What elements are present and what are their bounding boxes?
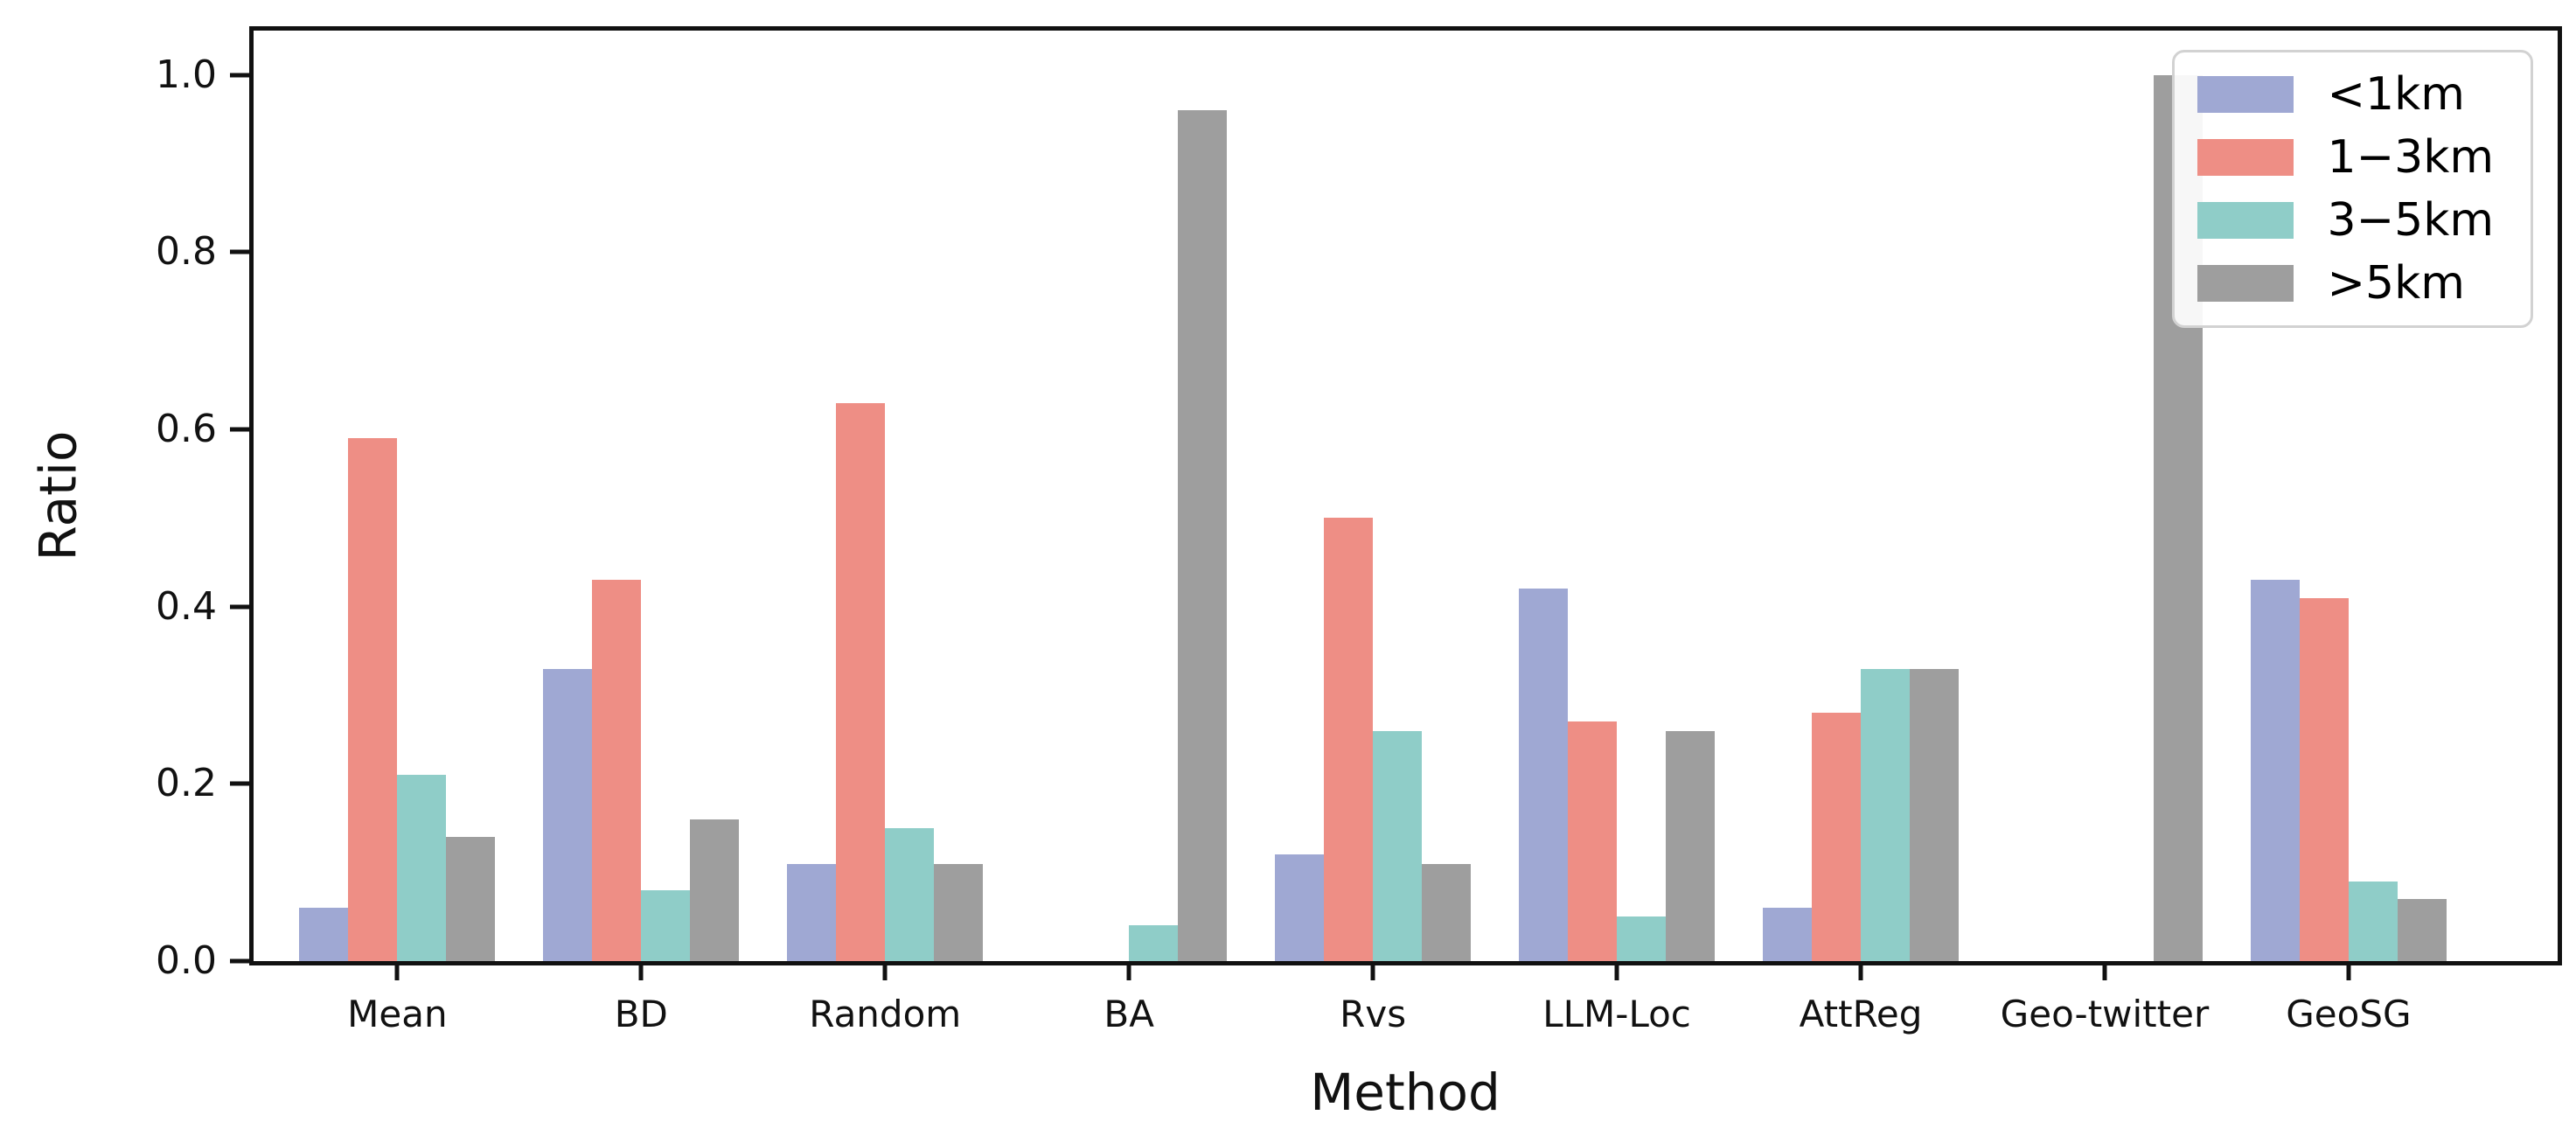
y-tick-label: 0.8 [156,229,217,275]
y-tick-mark [230,781,249,786]
legend-row: 1−3km [2197,135,2494,180]
legend-row: >5km [2197,261,2494,306]
legend-swatch-icon [2197,76,2294,113]
bar-group-Random [787,31,984,961]
bar-group-LLM-Loc [1519,31,1716,961]
x-tick-mark [1370,961,1375,980]
legend-swatch-icon [2197,202,2294,239]
x-tick-mark [638,961,644,980]
bar-BA->5km [1178,110,1228,961]
legend-label: 1−3km [2327,131,2494,184]
x-tick-label-AttReg: AttReg [1799,993,1923,1035]
bar-AttReg-3−5km [1861,668,1911,961]
y-tick-mark [230,249,249,254]
x-axis-label: Method [1310,1063,1500,1122]
y-tick-mark [230,427,249,432]
bar-Mean-3−5km [397,775,447,961]
bar-LLM-Loc-<1km [1519,589,1569,961]
bar-group-AttReg [1763,31,1960,961]
y-tick-mark [230,604,249,610]
bar-Rvs-3−5km [1373,730,1423,961]
y-tick-label: 1.0 [156,52,217,97]
bar-BA-3−5km [1129,925,1179,961]
bar-group-BA [1031,31,1228,961]
bar-GeoSG-1−3km [2299,597,2349,961]
x-tick-mark [2102,961,2107,980]
bar-Random-1−3km [836,402,886,961]
bar-GeoSG-<1km [2250,580,2300,961]
x-tick-mark [394,961,400,980]
bar-BD->5km [690,819,740,961]
y-tick-mark [230,73,249,78]
legend-label: >5km [2327,257,2465,310]
legend-label: 3−5km [2327,194,2494,247]
bar-BD-3−5km [641,889,691,961]
bar-Random-<1km [787,863,837,961]
legend-swatch-icon [2197,265,2294,302]
x-tick-label-Geo-twitter: Geo-twitter [2000,993,2210,1035]
x-tick-mark [1858,961,1863,980]
y-tick-mark [230,958,249,964]
y-tick-label: 0.2 [156,761,217,806]
bar-group-Mean [299,31,496,961]
legend-swatch-icon [2197,139,2294,176]
bar-Rvs->5km [1422,863,1472,961]
bar-Random-3−5km [885,828,935,961]
bar-LLM-Loc-3−5km [1617,916,1667,961]
x-tick-mark [1126,961,1131,980]
x-tick-label-Rvs: Rvs [1340,993,1407,1035]
bar-GeoSG->5km [2397,899,2447,961]
y-axis-label: Ratio [28,430,88,561]
bar-group-Rvs [1275,31,1472,961]
x-tick-mark [1614,961,1619,980]
bar-BD-1−3km [592,580,642,961]
x-tick-label-GeoSG: GeoSG [2286,993,2412,1035]
bar-Rvs-<1km [1275,854,1325,961]
bar-BD-<1km [543,668,593,961]
y-tick-label: 0.6 [156,407,217,451]
bar-Mean->5km [446,837,496,961]
bar-Rvs-1−3km [1324,518,1374,961]
legend-row: 3−5km [2197,198,2494,243]
x-tick-mark [882,961,888,980]
x-tick-mark [2346,961,2351,980]
bar-LLM-Loc-1−3km [1568,721,1618,961]
bar-AttReg->5km [1910,668,1960,961]
x-tick-label-BD: BD [614,993,668,1035]
bar-Mean-1−3km [348,438,398,961]
legend: <1km 1−3km 3−5km >5km [2172,50,2533,328]
x-tick-label-Mean: Mean [347,993,448,1035]
bar-Random->5km [934,863,984,961]
bar-LLM-Loc->5km [1666,730,1716,961]
bar-Mean-<1km [299,908,349,961]
x-tick-label-Random: Random [809,993,962,1035]
x-tick-label-LLM-Loc: LLM-Loc [1542,993,1691,1035]
legend-label: <1km [2327,68,2465,121]
bar-group-BD [543,31,740,961]
bar-AttReg-1−3km [1812,713,1862,961]
bar-group-GeoSG [2250,31,2447,961]
y-tick-label: 0.0 [156,938,217,983]
x-tick-label-BA: BA [1104,993,1154,1035]
y-tick-label: 0.4 [156,583,217,629]
legend-row: <1km [2197,72,2494,117]
bar-GeoSG-3−5km [2348,881,2398,961]
bar-AttReg-<1km [1763,908,1813,961]
plot-area: 0.0 0.2 0.4 0.6 0.8 1.0 Mean BD Random BA Rvs LLM-… [156,26,2562,1033]
